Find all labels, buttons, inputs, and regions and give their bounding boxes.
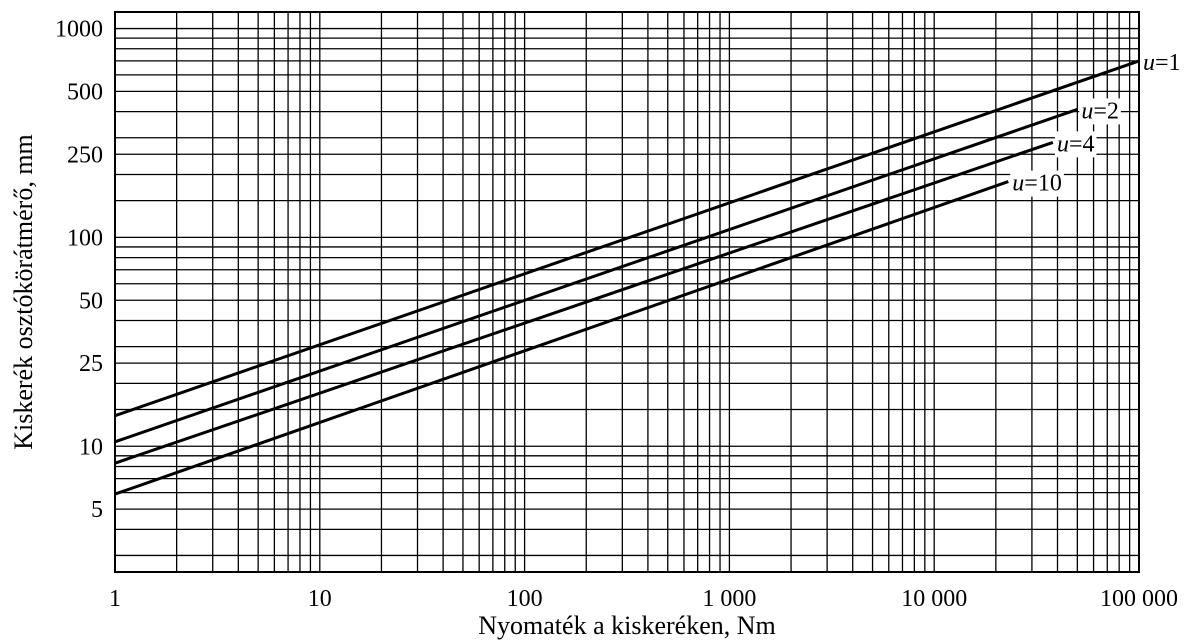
y-tick-label: 10	[79, 434, 103, 460]
series-line-4	[114, 180, 1009, 496]
x-tick-label: 1 000	[702, 586, 756, 612]
series-label-value: =2	[1093, 98, 1119, 124]
y-tick-label: 250	[67, 142, 103, 168]
series-label-1: u=1	[1143, 50, 1181, 76]
y-tick-label: 100	[67, 225, 103, 251]
y-tick-label: 5	[91, 497, 103, 523]
series-label-background	[1079, 98, 1121, 125]
x-tick-label: 1	[109, 586, 121, 612]
x-tick-label: 100	[507, 586, 543, 612]
series-layer	[114, 59, 1140, 496]
series-line-3	[114, 140, 1054, 465]
y-axis-label: Kiskerék osztókörátmérő, mm	[9, 134, 38, 450]
tick-layer: 1 10 100 1 000 10 000 100 000 5 10 25 50 100 250 500…	[55, 17, 1178, 612]
series-label-layer: u=1u=2u=4u=10	[1010, 49, 1183, 197]
y-tick-label: 50	[79, 288, 103, 314]
series-label-variable: u	[1143, 50, 1155, 76]
series-label-variable: u	[1012, 171, 1024, 197]
x-tick-label: 10 000	[901, 586, 967, 612]
series-label-background	[1141, 49, 1183, 76]
series-label-value: =1	[1155, 50, 1181, 76]
y-tick-label: 500	[67, 79, 103, 105]
series-label-variable: u	[1057, 131, 1069, 157]
series-label-background	[1054, 131, 1097, 158]
x-tick-label: 10	[308, 586, 332, 612]
x-tick-label: 100 000	[1100, 586, 1178, 612]
series-label-3: u=4	[1057, 131, 1095, 157]
series-label-2: u=2	[1081, 98, 1119, 124]
series-line-2	[114, 107, 1078, 444]
series-label-background	[1010, 170, 1064, 197]
x-axis-label: Nyomaték a kiskeréken, Nm	[478, 611, 775, 640]
series-label-value: =4	[1069, 131, 1095, 157]
series-label-4: u=10	[1012, 171, 1062, 197]
series-label-value: =10	[1024, 171, 1062, 197]
y-tick-label: 1000	[55, 17, 103, 43]
y-tick-label: 25	[79, 351, 103, 377]
series-label-variable: u	[1081, 98, 1093, 124]
series-line-1	[114, 59, 1140, 418]
grid-layer	[114, 12, 1139, 572]
plot-frame	[114, 11, 1140, 573]
